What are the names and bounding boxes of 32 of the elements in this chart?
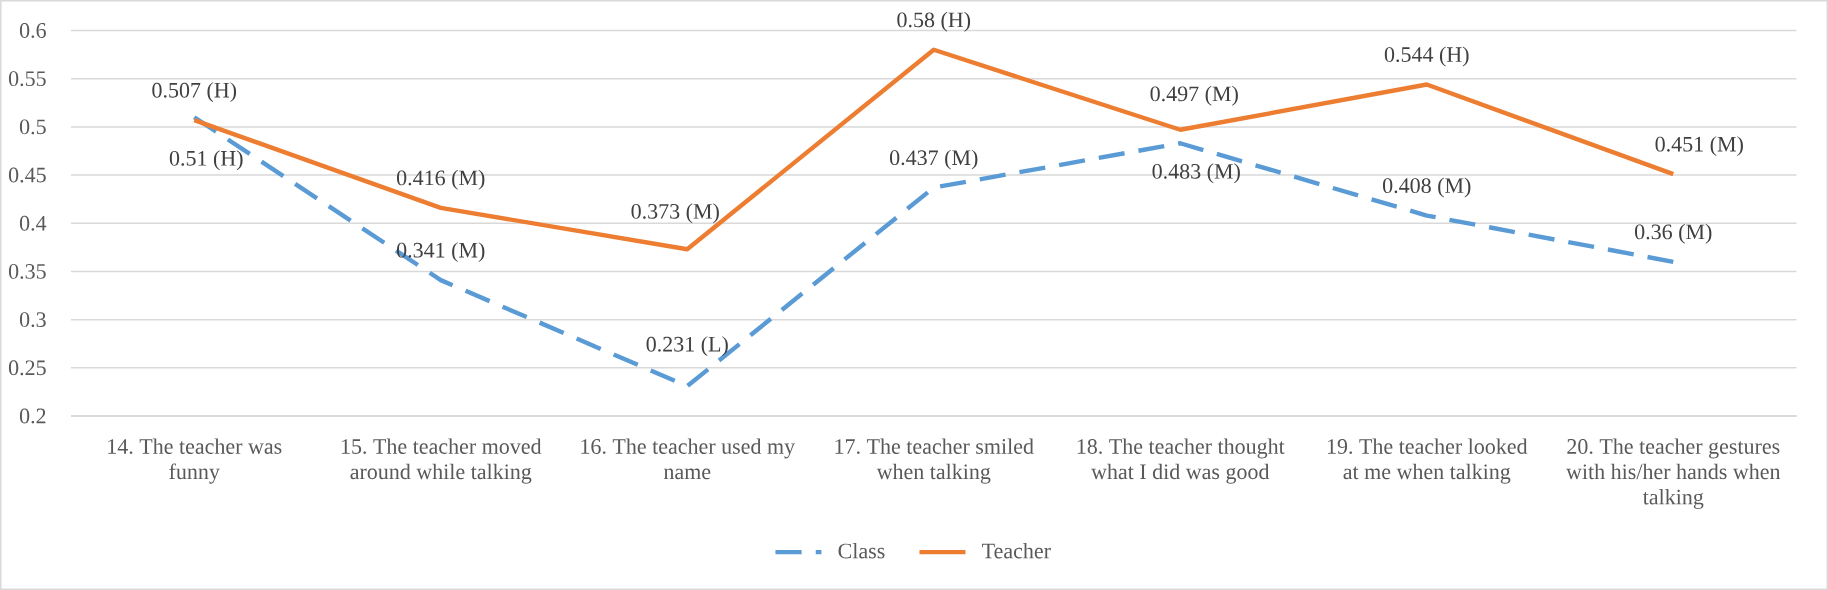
data-label: 0.416 (M) (396, 169, 485, 190)
data-label: 0.408 (M) (1383, 177, 1471, 198)
data-label: 0.451 (M) (1655, 136, 1743, 157)
y-tick-label: 0.35 (8, 263, 46, 279)
data-label: 0.373 (M) (631, 203, 719, 224)
y-tick-label: 0.55 (8, 71, 46, 87)
y-tick-label: 0.25 (8, 360, 46, 376)
data-label: 0.36 (M) (1635, 223, 1712, 244)
data-label: 0.507 (H) (152, 82, 237, 103)
data-label: 0.58 (H) (897, 11, 971, 32)
x-tick-label: 17. The teacher smiled when talking (835, 438, 1034, 484)
x-tick-label: 16. The teacher used my name (581, 438, 795, 480)
x-tick-label: 15. The teacher moved around while talking (341, 438, 542, 484)
data-label: 0.544 (H) (1384, 46, 1469, 67)
y-tick-label: 0.45 (8, 167, 46, 183)
x-tick-label: 18. The teacher thought what I did was good (1077, 438, 1285, 484)
x-tick-label: 19. The teacher looked at me when talking (1327, 438, 1528, 484)
data-label: 0.51 (H) (169, 150, 243, 171)
data-label: 0.497 (M) (1150, 85, 1238, 106)
y-tick-label: 0.4 (19, 215, 47, 231)
x-tick-label: 20. The teacher gestures with his/her hands when talking (1566, 438, 1781, 510)
y-tick-label: 0.2 (19, 408, 46, 424)
y-tick-label: 0.3 (19, 312, 46, 328)
data-label: 0.437 (M) (890, 149, 978, 170)
y-tick-label: 0.5 (19, 119, 46, 135)
data-label: 0.483 (M) (1152, 163, 1240, 184)
legend-label: Teacher (982, 542, 1051, 559)
legend-label: Class (838, 542, 885, 559)
data-label: 0.341 (M) (396, 242, 485, 263)
y-tick-label: 0.6 (19, 23, 46, 38)
x-tick-label: 14. The teacher was funny (108, 438, 282, 484)
data-label: 0.231 (L) (646, 336, 728, 357)
